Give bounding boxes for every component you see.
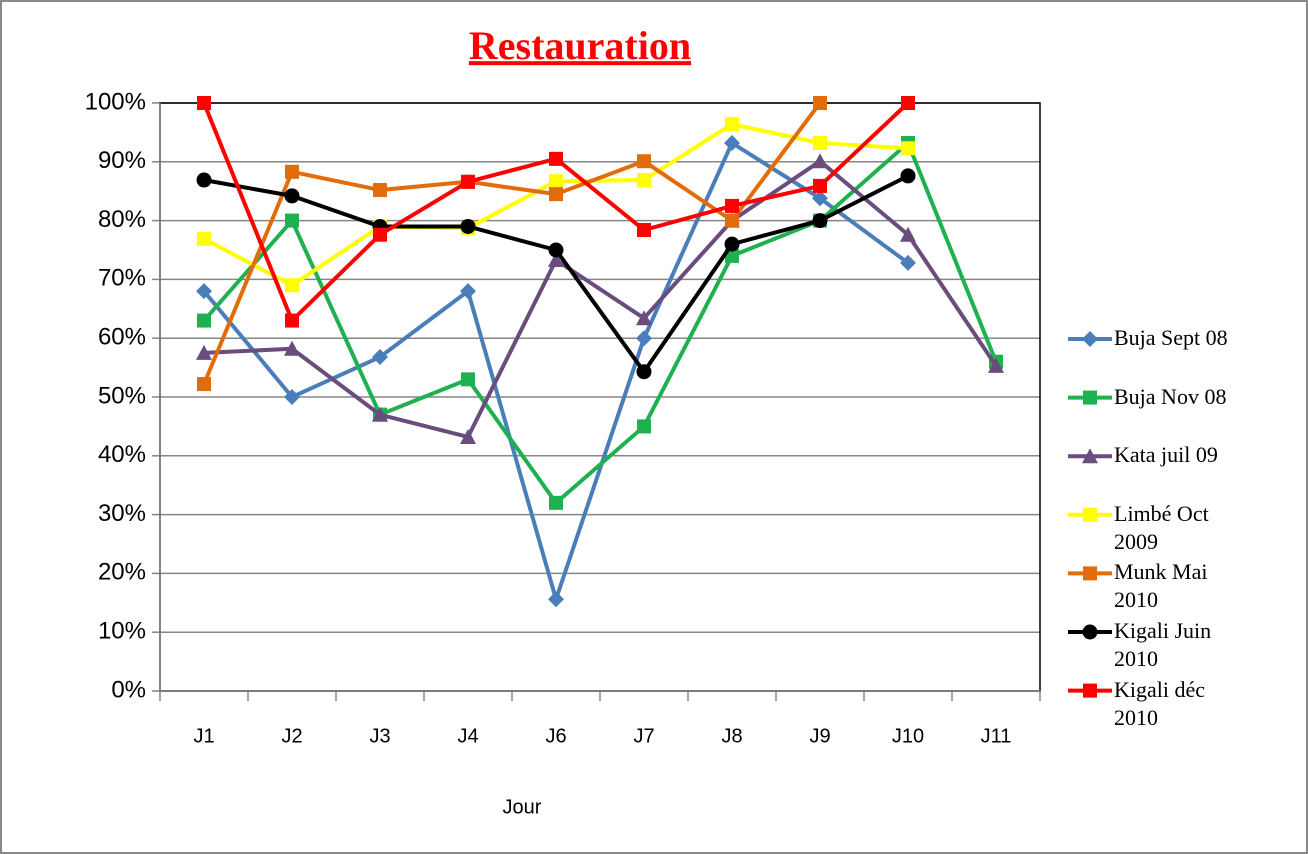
marker (988, 357, 1004, 373)
marker (724, 134, 740, 151)
marker (460, 218, 476, 234)
marker (548, 242, 564, 258)
marker (548, 251, 564, 267)
x-tick-label: J3 (369, 725, 390, 747)
y-tick-label: 80% (98, 206, 146, 233)
marker (373, 183, 387, 198)
marker (197, 96, 211, 110)
marker (1082, 448, 1098, 464)
marker (1082, 331, 1098, 347)
y-tick-label: 10% (98, 618, 146, 645)
marker (373, 227, 387, 242)
marker (285, 213, 299, 228)
marker (813, 96, 827, 110)
marker (725, 117, 739, 132)
y-tick-label: 40% (98, 441, 146, 468)
marker (637, 154, 651, 169)
marker (197, 377, 211, 392)
y-tick-label: 70% (98, 265, 146, 292)
marker (637, 419, 651, 434)
marker (549, 151, 563, 166)
y-tick-label: 30% (98, 500, 146, 527)
marker (1083, 507, 1097, 522)
marker (284, 188, 300, 204)
marker (637, 223, 651, 238)
marker (285, 164, 299, 179)
marker (813, 135, 827, 150)
marker (196, 172, 212, 188)
marker (1083, 566, 1097, 581)
y-tick-label: 0% (111, 676, 146, 703)
legend-label: Buja Nov 08 (1114, 383, 1227, 409)
marker (196, 283, 212, 300)
x-tick-label: J10 (892, 725, 924, 747)
marker (636, 364, 652, 380)
marker (285, 313, 299, 328)
marker (1083, 390, 1097, 405)
x-tick-label: J6 (545, 725, 566, 747)
marker (812, 213, 828, 229)
y-tick-label: 100% (85, 88, 146, 115)
marker (549, 174, 563, 189)
marker (900, 168, 916, 184)
marker (549, 495, 563, 510)
marker (461, 372, 475, 387)
marker (724, 236, 740, 252)
x-tick-label: J7 (633, 725, 654, 747)
marker (548, 591, 564, 608)
x-tick-label: J1 (193, 725, 214, 747)
y-tick-label: 20% (98, 559, 146, 586)
x-tick-label: J11 (981, 725, 1012, 747)
legend-label: Kata juil 09 (1114, 442, 1218, 468)
chart-title: Restauration (469, 23, 691, 68)
legend-label: Kigali Juin 2010 (1114, 618, 1212, 671)
marker (900, 254, 916, 271)
marker (372, 406, 388, 422)
marker (901, 141, 915, 156)
y-tick-label: 90% (98, 147, 146, 174)
y-tick-label: 50% (98, 382, 146, 409)
marker (460, 283, 476, 300)
series-line (202, 140, 998, 505)
x-tick-label: J2 (281, 725, 302, 747)
x-tick-label: J4 (457, 725, 478, 747)
x-tick-label: J8 (721, 725, 742, 747)
marker (725, 198, 739, 213)
marker (900, 226, 916, 242)
marker (372, 349, 388, 366)
legend-label: Buja Sept 08 (1114, 325, 1228, 350)
marker (461, 174, 475, 189)
marker (636, 310, 652, 326)
marker (901, 96, 915, 110)
marker (1083, 683, 1097, 698)
x-tick-label: J9 (809, 725, 830, 747)
marker (197, 231, 211, 246)
marker (636, 330, 652, 347)
marker (725, 213, 739, 228)
marker (197, 313, 211, 328)
legend-label: Kigali déc 2010 (1114, 676, 1206, 730)
marker (284, 340, 300, 356)
marker (285, 278, 299, 293)
y-tick-label: 60% (98, 324, 146, 351)
marker (637, 173, 651, 188)
legend-label: Limbé Oct 2009 (1114, 500, 1209, 554)
marker (460, 428, 476, 444)
marker (1082, 624, 1098, 640)
legend-label: Munk Mai 2010 (1114, 559, 1208, 613)
x-axis-title: Jour (503, 796, 542, 818)
marker (284, 389, 300, 405)
marker (812, 153, 828, 169)
marker (813, 178, 827, 193)
marker (549, 187, 563, 202)
marker (196, 344, 212, 360)
marker (812, 190, 828, 207)
